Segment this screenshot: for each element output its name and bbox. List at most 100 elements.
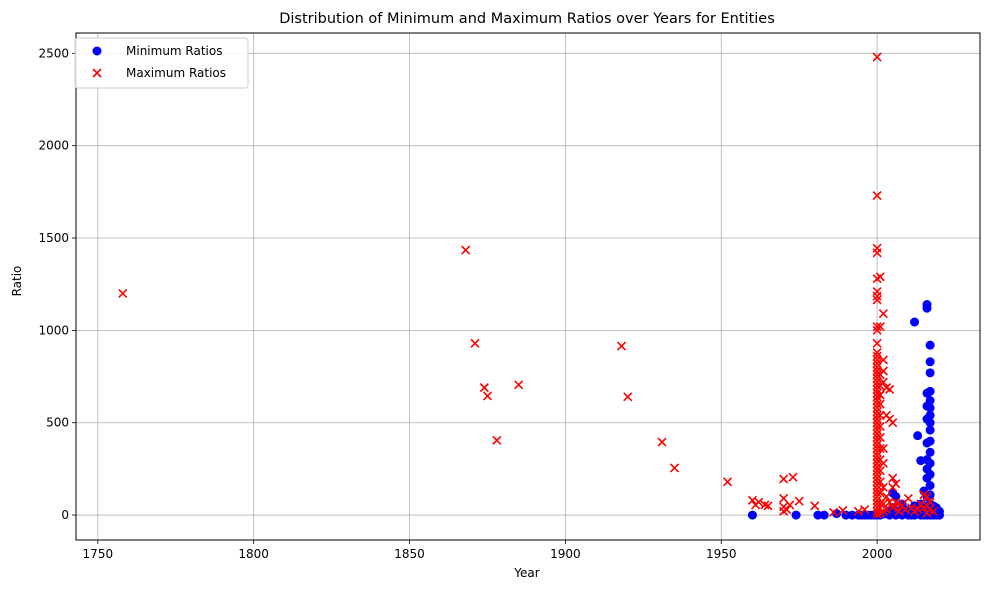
data-point-maximum-ratios: [878, 482, 888, 492]
data-point-maximum-ratios: [878, 458, 888, 468]
y-tick-label: 0: [61, 508, 69, 522]
x-axis-label: Year: [513, 566, 539, 580]
data-point-minimum-ratios: [925, 469, 935, 479]
data-point-maximum-ratios: [722, 477, 733, 487]
data-point-maximum-ratios: [514, 380, 524, 390]
data-point-maximum-ratios: [779, 474, 789, 484]
data-point-maximum-ratios: [616, 341, 627, 351]
data-point-maximum-ratios: [881, 492, 892, 502]
data-point-minimum-ratios: [925, 418, 935, 428]
data-point-maximum-ratios: [885, 384, 895, 395]
data-point-maximum-ratios: [760, 500, 770, 510]
data-point-minimum-ratios: [747, 510, 757, 520]
data-point-maximum-ratios: [623, 392, 633, 402]
data-point-maximum-ratios: [810, 501, 820, 511]
data-point-maximum-ratios: [888, 473, 898, 483]
data-point-minimum-ratios: [925, 340, 935, 350]
plot-frame: [75, 32, 981, 541]
data-point-maximum-ratios: [872, 421, 882, 431]
data-point-minimum-ratios: [925, 386, 935, 396]
data-point-maximum-ratios: [875, 272, 885, 282]
data-point-maximum-ratios: [872, 291, 882, 301]
data-point-maximum-ratios: [118, 288, 128, 298]
data-point-minimum-ratios: [913, 431, 923, 441]
data-point-maximum-ratios: [900, 504, 910, 515]
x-tick-label: 1800: [238, 547, 269, 561]
data-point-maximum-ratios: [878, 377, 888, 387]
data-point-minimum-ratios: [847, 510, 857, 520]
y-tick-label: 1000: [38, 323, 69, 337]
data-point-maximum-ratios: [875, 390, 885, 400]
data-point-maximum-ratios: [872, 362, 882, 372]
data-point-maximum-ratios: [872, 370, 882, 380]
legend-marker-maximum-ratios: [92, 68, 102, 78]
x-tick-label: 2000: [862, 547, 893, 561]
data-point-maximum-ratios: [872, 338, 882, 348]
data-point-maximum-ratios: [913, 504, 923, 515]
data-point-maximum-ratios: [872, 410, 882, 420]
data-point-maximum-ratios: [875, 322, 885, 332]
data-point-maximum-ratios: [878, 366, 888, 376]
data-point-maximum-ratios: [872, 381, 882, 391]
data-point-maximum-ratios: [470, 338, 480, 348]
data-point-maximum-ratios: [872, 52, 882, 62]
legend-marker-minimum-ratios: [92, 46, 102, 56]
grid-lines: [76, 33, 980, 540]
data-point-maximum-ratios: [763, 501, 773, 511]
data-point-minimum-ratios: [925, 458, 935, 468]
data-point-maximum-ratios: [875, 488, 885, 498]
data-point-maximum-ratios: [794, 496, 804, 506]
data-points: [118, 52, 944, 520]
data-point-maximum-ratios: [785, 500, 795, 510]
data-point-maximum-ratios: [888, 418, 898, 428]
data-point-minimum-ratios: [813, 510, 823, 520]
legend: Minimum Ratios Maximum Ratios: [74, 37, 249, 89]
x-tick-label: 1750: [83, 547, 114, 561]
data-point-minimum-ratios: [922, 303, 932, 313]
data-point-maximum-ratios: [872, 432, 882, 443]
data-point-maximum-ratios: [872, 190, 882, 201]
data-point-minimum-ratios: [910, 317, 920, 327]
data-point-maximum-ratios: [875, 399, 885, 409]
y-tick-label: 2000: [38, 139, 69, 153]
data-point-maximum-ratios: [875, 421, 885, 431]
data-point-minimum-ratios: [925, 357, 935, 367]
data-point-minimum-ratios: [925, 425, 935, 435]
x-tick-label: 1850: [394, 547, 425, 561]
y-tick-label: 500: [46, 416, 69, 430]
data-point-maximum-ratios: [888, 503, 898, 513]
data-point-maximum-ratios: [872, 399, 882, 409]
data-point-maximum-ratios: [875, 444, 885, 454]
legend-box: [74, 37, 249, 89]
data-point-maximum-ratios: [894, 506, 904, 516]
data-point-minimum-ratios: [925, 403, 935, 413]
data-point-minimum-ratios: [791, 510, 801, 520]
data-point-maximum-ratios: [928, 506, 938, 516]
data-point-maximum-ratios: [878, 444, 888, 454]
legend-label-minimum-ratios: Minimum Ratios: [126, 44, 223, 58]
data-point-maximum-ratios: [872, 466, 882, 476]
data-point-maximum-ratios: [878, 309, 888, 319]
data-point-minimum-ratios: [841, 510, 851, 520]
data-point-maximum-ratios: [872, 248, 882, 258]
data-point-maximum-ratios: [872, 359, 882, 369]
data-point-maximum-ratios: [669, 463, 680, 473]
data-point-maximum-ratios: [461, 245, 471, 255]
y-tick-label: 1500: [38, 231, 69, 245]
data-point-minimum-ratios: [925, 396, 935, 406]
data-point-maximum-ratios: [875, 466, 885, 476]
data-point-maximum-ratios: [922, 492, 932, 502]
data-point-maximum-ratios: [891, 479, 901, 489]
data-point-maximum-ratios: [482, 391, 493, 401]
data-point-maximum-ratios: [903, 493, 913, 504]
data-point-maximum-ratios: [754, 497, 764, 507]
data-point-maximum-ratios: [828, 507, 839, 517]
data-point-minimum-ratios: [925, 447, 935, 457]
axis-ticks: 1750 1800 1850 1900 1950 2000 0 500 1000 1500 2000…: [38, 46, 892, 561]
data-point-maximum-ratios: [492, 435, 502, 445]
y-tick-label: 2500: [38, 46, 69, 60]
data-point-maximum-ratios: [875, 432, 885, 443]
data-point-minimum-ratios: [925, 436, 935, 446]
